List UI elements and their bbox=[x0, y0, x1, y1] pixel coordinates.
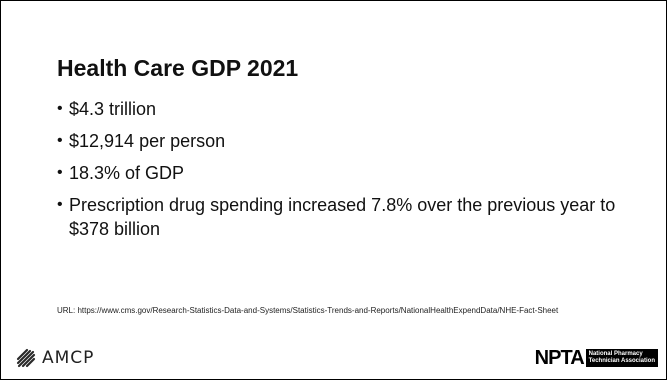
npta-logo-subtitle: National Pharmacy Technician Association bbox=[585, 349, 658, 367]
bullet-list: $4.3 trillion $12,914 per person 18.3% o… bbox=[57, 97, 647, 249]
amcp-stripes-icon bbox=[16, 348, 36, 368]
npta-logo-mark: NPTA bbox=[534, 346, 585, 369]
npta-logo: NPTA National Pharmacy Technician Associ… bbox=[535, 347, 658, 369]
bullet-item: $12,914 per person bbox=[57, 129, 647, 153]
source-url: URL: https://www.cms.gov/Research-Statis… bbox=[57, 306, 559, 315]
bullet-item: Prescription drug spending increased 7.8… bbox=[57, 193, 647, 241]
npta-logo-subtitle-line: Technician Association bbox=[588, 358, 655, 364]
bullet-item: $4.3 trillion bbox=[57, 97, 647, 121]
bullet-item: 18.3% of GDP bbox=[57, 161, 647, 185]
amcp-logo-text: AMCP bbox=[42, 348, 95, 368]
slide-title: Health Care GDP 2021 bbox=[57, 55, 299, 81]
amcp-logo: AMCP bbox=[15, 345, 94, 371]
npta-logo-subtitle-line: National Pharmacy bbox=[588, 351, 643, 357]
